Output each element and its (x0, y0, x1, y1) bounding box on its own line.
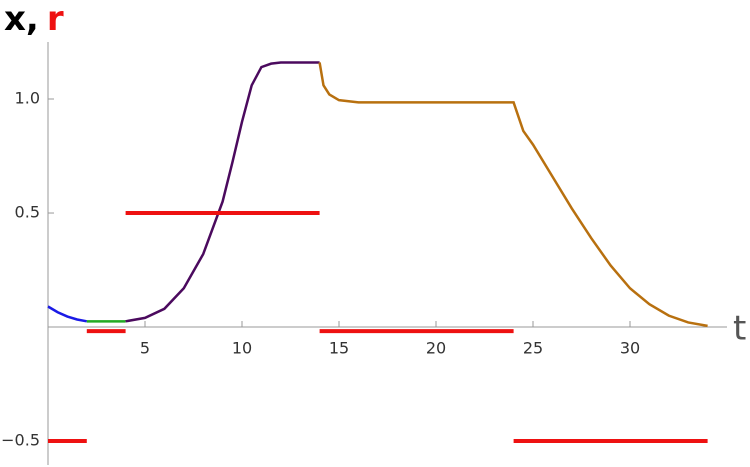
curve (47, 305, 88, 323)
y-label: x, r (4, 0, 64, 39)
y-tick-label: −0.5 (1, 431, 40, 450)
y-label-x: x, (4, 0, 39, 39)
curve (125, 61, 320, 323)
x-tick-label: 25 (523, 339, 543, 358)
x-tick-label: 20 (426, 339, 446, 358)
x-label: t (733, 309, 746, 349)
x-tick-label: 10 (232, 339, 252, 358)
x-tick-label: 30 (620, 339, 640, 358)
x-tick-label: 5 (140, 339, 150, 358)
curve (318, 62, 708, 328)
y-tick-label: 1.0 (15, 89, 40, 108)
y-tick-label: 0.5 (15, 203, 40, 222)
y-label-r: r (47, 0, 64, 39)
x-tick-label: 15 (329, 339, 349, 358)
